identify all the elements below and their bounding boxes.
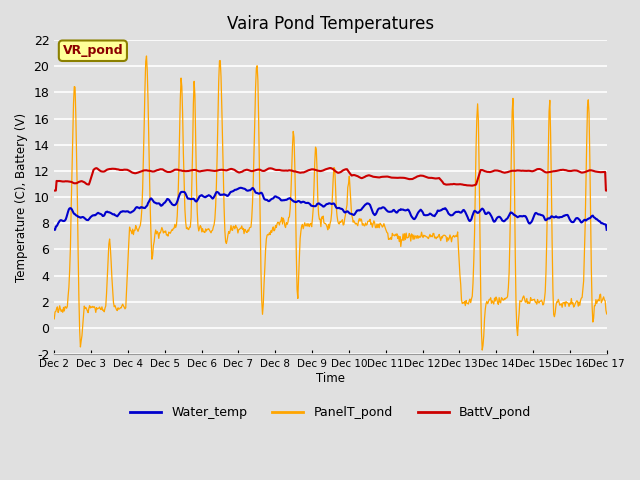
Text: VR_pond: VR_pond <box>63 44 124 57</box>
Y-axis label: Temperature (C), Battery (V): Temperature (C), Battery (V) <box>15 112 28 282</box>
X-axis label: Time: Time <box>316 372 345 385</box>
Legend: Water_temp, PanelT_pond, BattV_pond: Water_temp, PanelT_pond, BattV_pond <box>125 401 536 424</box>
Title: Vaira Pond Temperatures: Vaira Pond Temperatures <box>227 15 434 33</box>
